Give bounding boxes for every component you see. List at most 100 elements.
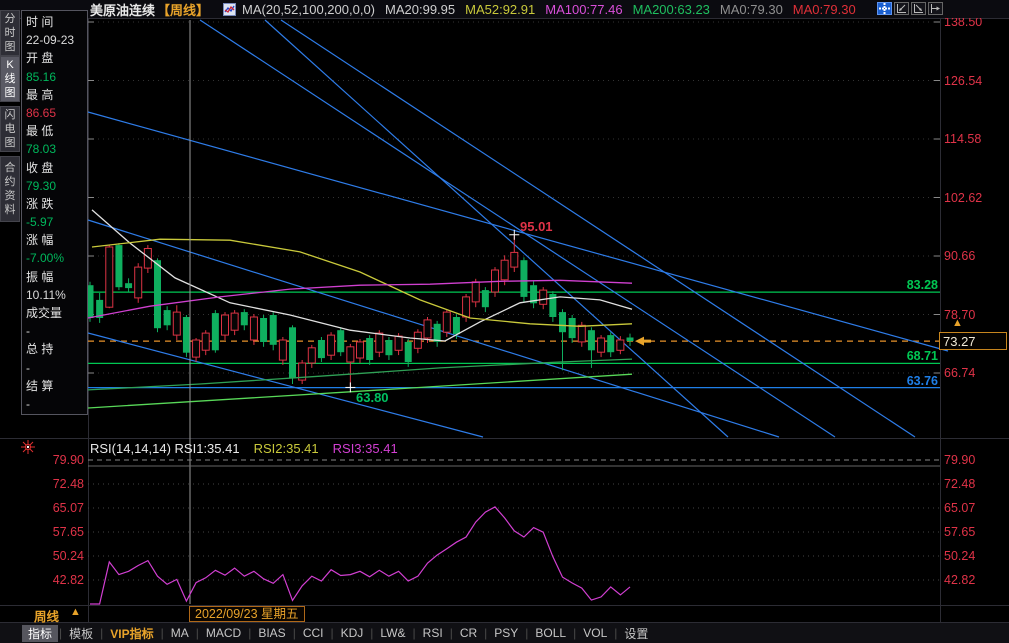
quote-label: 结 算 xyxy=(26,378,54,393)
chart-tool-icons xyxy=(877,2,943,15)
quote-value: -7.00% xyxy=(26,251,65,266)
toolbar-item-模板[interactable]: 模板 xyxy=(69,626,94,641)
side-tab-合约资料[interactable]: 合约资料 xyxy=(0,156,20,222)
quote-value: -5.97 xyxy=(26,215,54,230)
level-label: 83.28 xyxy=(906,278,938,292)
rsi3-value-label: RSI3:35.41 xyxy=(332,440,398,456)
toolbar-divider: | xyxy=(59,626,63,640)
ma-values: MA20:99.95 MA52:92.91 MA100:77.46 MA200:63.… xyxy=(375,2,856,17)
toolbar-divider: | xyxy=(292,626,296,640)
footer-toolbar-divider xyxy=(0,622,1009,623)
rsi-axis-label-right: 57.65 xyxy=(944,525,976,539)
toolbar-item-KDJ[interactable]: KDJ xyxy=(340,626,364,640)
shift-right-icon[interactable] xyxy=(928,2,943,15)
pan-crosshair-icon[interactable] xyxy=(877,2,892,15)
symbol-title: 美原油连续 xyxy=(90,2,156,18)
toolbar-item-MACD[interactable]: MACD xyxy=(205,626,242,640)
rsi-axis-label-left: 72.48 xyxy=(52,477,84,491)
toolbar-divider: | xyxy=(330,626,334,640)
topbar-divider xyxy=(0,18,1009,19)
rsi-axis-label-left: 57.65 xyxy=(52,525,84,539)
toolbar-item-CR[interactable]: CR xyxy=(459,626,478,640)
toolbar-divider: | xyxy=(100,626,104,640)
top-bar: 美原油连续 【周线】 MA(20,52,100,200,0,0) MA20:99… xyxy=(0,0,1009,18)
ma-value-label: MA20:99.95 xyxy=(385,1,456,17)
period-status-label[interactable]: 周线 xyxy=(34,610,60,624)
ma-value-label: MA100:77.46 xyxy=(545,1,623,17)
quote-label: 振 幅 xyxy=(26,269,54,284)
toolbar-divider: | xyxy=(195,626,199,640)
quote-value: - xyxy=(26,324,30,339)
main-rsi-divider xyxy=(0,438,1009,439)
quote-value: 78.03 xyxy=(26,142,57,157)
period-tag: 【周线】 xyxy=(157,2,210,18)
price-axis-label: 114.58 xyxy=(944,132,982,146)
quote-label: 最 低 xyxy=(26,124,54,139)
rsi-indicator-header: RSI(14,14,14) RSI1:35.41 RSI2:35.41 RSI3… xyxy=(0,440,398,456)
quote-label: 成交量 xyxy=(26,306,63,320)
price-axis-label: 78.70 xyxy=(944,308,976,322)
indicator-toolbar: 指标 | 模板 | VIP指标 | MA | MACD | BIAS | CCI | KDJ | LW& | RSI… xyxy=(0,623,1009,643)
rsi-axis-label-left: 79.90 xyxy=(52,453,84,467)
price-axis-label: 102.62 xyxy=(944,191,983,205)
quote-value: - xyxy=(26,360,30,375)
low-annotation: 63.80 xyxy=(356,390,389,405)
toolbar-item-指标[interactable]: 指标 xyxy=(22,624,59,642)
rsi2-value-label: RSI2:35.41 xyxy=(253,440,319,456)
quote-label: 开 盘 xyxy=(26,51,54,66)
compress-left-icon[interactable] xyxy=(894,2,909,15)
price-marker-arrow-icon: ▲ xyxy=(952,317,963,329)
side-tab-分时图[interactable]: 分时图 xyxy=(0,10,20,56)
quote-label: 涨 跌 xyxy=(26,196,54,211)
period-up-arrow-icon[interactable]: ▲ xyxy=(70,606,81,618)
price-axis-label: 90.66 xyxy=(944,249,976,263)
status-row: 周线 ▲ 2022/09/23 星期五 xyxy=(0,606,1009,624)
ma-value-label: MA200:63.23 xyxy=(632,1,710,17)
quote-label: 涨 幅 xyxy=(26,233,54,248)
rsi-params-label: RSI(14,14,14) RSI1:35.41 xyxy=(90,440,240,456)
price-axis-label: 66.74 xyxy=(944,366,976,380)
toolbar-divider: | xyxy=(412,626,416,640)
toolbar-item-设置[interactable]: 设置 xyxy=(624,626,649,641)
toolbar-divider: | xyxy=(614,626,618,640)
quote-value: 79.30 xyxy=(26,178,57,193)
axis-column-border xyxy=(940,18,941,622)
quote-panel: 时 间 22-09-23 开 盘 85.16 最 高 86.65 最 低 78.03 收 盘 79… xyxy=(21,10,88,415)
ma-value-label: MA0:79.30 xyxy=(792,1,856,17)
side-tab-闪电图[interactable]: 闪电图 xyxy=(0,106,20,152)
quote-value: - xyxy=(26,396,30,411)
ma-value-label: MA0:79.30 xyxy=(719,1,783,17)
rsi-footer-divider xyxy=(0,605,1009,606)
toolbar-item-VOL[interactable]: VOL xyxy=(583,626,608,640)
toolbar-divider: | xyxy=(573,626,577,640)
quote-value: 85.16 xyxy=(26,69,57,84)
expand-right-icon[interactable] xyxy=(911,2,926,15)
quote-value: 86.65 xyxy=(26,105,57,120)
toolbar-divider: | xyxy=(160,626,164,640)
toolbar-item-PSY[interactable]: PSY xyxy=(494,626,519,640)
quote-value: 22-09-23 xyxy=(26,33,75,48)
burst-icon[interactable] xyxy=(21,440,35,457)
rsi-axis-label-right: 50.24 xyxy=(944,549,976,563)
toolbar-item-BOLL[interactable]: BOLL xyxy=(535,626,567,640)
level-label: 63.76 xyxy=(906,374,938,388)
toolbar-divider: | xyxy=(370,626,374,640)
toolbar-item-BIAS[interactable]: BIAS xyxy=(258,626,286,640)
toolbar-item-VIP指标[interactable]: VIP指标 xyxy=(110,626,154,641)
toolbar-item-CCI[interactable]: CCI xyxy=(302,626,324,640)
toolbar-item-MA[interactable]: MA xyxy=(170,626,189,640)
toolbar-item-LW&[interactable]: LW& xyxy=(380,626,406,640)
rsi-axis-label-right: 65.07 xyxy=(944,501,976,515)
toolbar-item-RSI[interactable]: RSI xyxy=(422,626,443,640)
quote-value: 10.11% xyxy=(26,287,66,302)
crosshair-date-tooltip: 2022/09/23 星期五 xyxy=(189,606,305,622)
high-annotation: 95.01 xyxy=(520,219,553,234)
price-axis-label: 138.50 xyxy=(944,15,983,29)
quote-label: 时 间 xyxy=(26,15,54,29)
quote-label: 最 高 xyxy=(26,87,54,102)
rsi-axis-label-right: 42.82 xyxy=(944,573,976,587)
rsi-axis-label-left: 42.82 xyxy=(52,573,84,587)
